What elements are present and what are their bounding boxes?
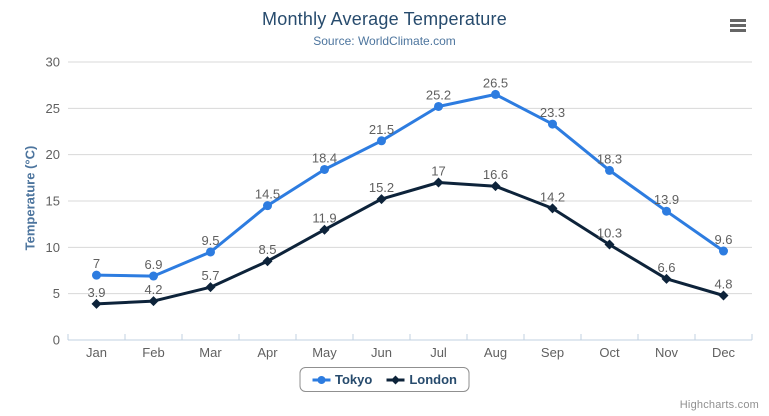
x-tick-label-oct: Oct <box>599 345 620 360</box>
legend: Tokyo London <box>299 367 470 392</box>
tokyo-point-apr-label: 14.5 <box>255 187 280 202</box>
tokyo-point-oct[interactable] <box>605 165 614 175</box>
x-tick-label-aug: Aug <box>484 345 507 360</box>
london-point-aug-label: 16.6 <box>483 167 508 182</box>
y-tick-label-0: 0 <box>53 333 60 348</box>
tokyo-point-may-label: 18.4 <box>312 150 337 165</box>
tokyo-line <box>95 92 725 278</box>
hamburger-menu-icon[interactable] <box>730 19 746 34</box>
x-tick-label-mar: Mar <box>199 345 222 360</box>
menu-bar <box>730 29 746 32</box>
x-tick-label-feb: Feb <box>142 345 164 360</box>
tokyo-point-apr[interactable] <box>263 201 272 211</box>
y-tick-label-10: 10 <box>46 240 60 255</box>
tokyo-point-oct-label: 18.3 <box>597 151 622 166</box>
london-point-feb[interactable] <box>148 296 159 307</box>
london-point-mar-label: 5.7 <box>201 268 219 283</box>
london-point-aug[interactable] <box>490 181 501 192</box>
tokyo-point-sep-label: 23.3 <box>540 105 565 120</box>
london-point-nov[interactable] <box>661 273 672 284</box>
tokyo-point-feb-label: 6.9 <box>144 257 162 272</box>
tokyo-point-jul-label: 25.2 <box>426 87 451 102</box>
tokyo-point-mar-label: 9.5 <box>201 233 219 248</box>
x-tick-label-may: May <box>312 345 337 360</box>
legend-item-tokyo[interactable]: Tokyo <box>312 372 372 387</box>
y-tick-label-5: 5 <box>53 286 60 301</box>
london-point-jul[interactable] <box>433 177 444 188</box>
tokyo-point-aug[interactable] <box>491 89 500 99</box>
tokyo-point-may[interactable] <box>320 164 329 174</box>
x-tick-label-jan: Jan <box>86 345 107 360</box>
x-tick-label-jun: Jun <box>371 345 392 360</box>
tokyo-point-mar[interactable] <box>206 247 215 257</box>
menu-bar <box>730 24 746 27</box>
chart-subtitle: Source: WorldClimate.com <box>313 34 456 48</box>
legend-label-london: London <box>409 372 457 387</box>
london-line <box>95 181 725 306</box>
london-point-apr[interactable] <box>262 256 273 267</box>
london-point-oct[interactable] <box>604 239 615 250</box>
y-tick-label-25: 25 <box>46 101 60 116</box>
tokyo-point-dec-label: 9.6 <box>714 232 732 247</box>
y-tick-label-30: 30 <box>46 55 60 70</box>
tokyo-point-nov-label: 13.9 <box>654 192 679 207</box>
tokyo-point-dec[interactable] <box>719 246 728 256</box>
london-point-jun-label: 15.2 <box>369 180 394 195</box>
london-point-dec-label: 4.8 <box>714 277 732 292</box>
london-point-oct-label: 10.3 <box>597 226 622 241</box>
london-point-jan-label: 3.9 <box>87 285 105 300</box>
london-point-mar[interactable] <box>205 282 216 293</box>
tokyo-point-jul[interactable] <box>434 101 443 111</box>
london-point-sep-label: 14.2 <box>540 189 565 204</box>
legend-label-tokyo: Tokyo <box>335 372 373 387</box>
tokyo-point-jun-label: 21.5 <box>369 122 394 137</box>
tokyo-point-sep[interactable] <box>548 119 557 129</box>
y-tick-label-15: 15 <box>46 194 60 209</box>
legend-item-london[interactable]: London <box>386 372 457 387</box>
tokyo-point-aug-label: 26.5 <box>483 75 508 90</box>
tokyo-point-nov[interactable] <box>662 206 671 216</box>
london-point-sep[interactable] <box>547 203 558 214</box>
x-tick-label-dec: Dec <box>712 345 736 360</box>
london-point-apr-label: 8.5 <box>258 242 276 257</box>
tokyo-point-jun[interactable] <box>377 136 386 146</box>
london-point-feb-label: 4.2 <box>144 282 162 297</box>
x-tick-label-apr: Apr <box>257 345 278 360</box>
london-point-jun[interactable] <box>376 194 387 205</box>
london-point-dec[interactable] <box>718 290 729 301</box>
chart-title: Monthly Average Temperature <box>262 9 507 29</box>
x-tick-label-sep: Sep <box>541 345 564 360</box>
tokyo-series-icon <box>312 375 331 384</box>
x-tick-label-nov: Nov <box>655 345 679 360</box>
london-point-nov-label: 6.6 <box>657 260 675 275</box>
london-point-may[interactable] <box>319 224 330 235</box>
london-series-icon <box>386 375 405 384</box>
y-tick-label-20: 20 <box>46 147 60 162</box>
tokyo-point-feb[interactable] <box>149 271 158 281</box>
x-tick-label-jul: Jul <box>430 345 447 360</box>
london-point-jan[interactable] <box>91 298 102 309</box>
london-point-jul-label: 17 <box>431 163 445 178</box>
tokyo-point-jan-label: 7 <box>93 256 100 271</box>
london-point-may-label: 11.9 <box>312 211 336 226</box>
tokyo-point-jan[interactable] <box>92 270 101 280</box>
menu-bar <box>730 19 746 22</box>
credits-link[interactable]: Highcharts.com <box>679 399 759 411</box>
